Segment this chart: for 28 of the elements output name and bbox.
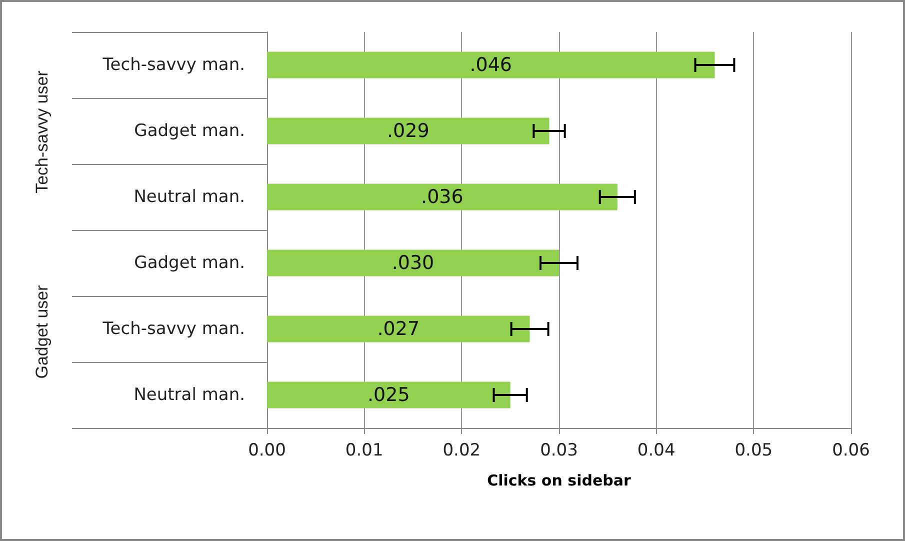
data-label: .030	[392, 252, 434, 274]
y-tick-label: Gadget man.	[134, 253, 245, 273]
data-label: .025	[368, 384, 410, 406]
data-label: .027	[377, 318, 420, 340]
data-label: .036	[421, 186, 464, 208]
y-tick-label: Gadget man.	[134, 121, 245, 141]
x-tick-label: 0.06	[832, 440, 870, 460]
bar	[267, 184, 618, 210]
x-tick-label: 0.05	[734, 440, 773, 460]
y-tick-label: Tech-savvy man.	[102, 319, 245, 339]
data-label: .046	[470, 54, 512, 76]
y-tick-label: Tech-savvy man.	[102, 55, 245, 75]
bar	[267, 382, 510, 408]
bar	[267, 250, 559, 276]
x-tick-label: 0.02	[442, 440, 481, 460]
bar	[267, 118, 550, 144]
y-tick-label: Neutral man.	[134, 187, 245, 207]
text: Tech-savvy user	[32, 70, 52, 194]
bar	[267, 52, 715, 78]
x-tick-label: 0.04	[637, 440, 676, 460]
x-axis-title: Clicks on sidebar	[487, 472, 632, 490]
x-tick-label: 0.00	[248, 440, 286, 460]
bar	[267, 316, 530, 342]
x-tick-label: 0.03	[540, 440, 578, 460]
text: Gadget user	[32, 284, 52, 379]
x-tick-label: 0.01	[345, 440, 384, 460]
data-label: .029	[386, 120, 430, 142]
y-tick-label: Neutral man.	[134, 385, 245, 405]
